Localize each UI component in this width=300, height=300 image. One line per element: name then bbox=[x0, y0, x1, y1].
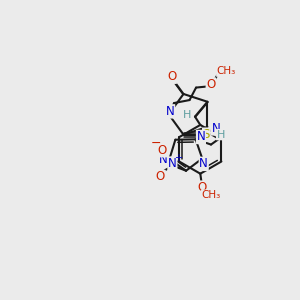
Text: H: H bbox=[182, 110, 191, 120]
Text: N: N bbox=[159, 153, 168, 166]
Text: CH₃: CH₃ bbox=[202, 190, 221, 200]
Text: N: N bbox=[166, 105, 175, 118]
Text: O: O bbox=[167, 70, 176, 83]
Text: CH₃: CH₃ bbox=[217, 66, 236, 76]
Text: S: S bbox=[203, 128, 210, 141]
Text: N: N bbox=[199, 158, 208, 170]
Text: O: O bbox=[206, 78, 216, 91]
Text: O: O bbox=[156, 170, 165, 183]
Text: N: N bbox=[196, 130, 206, 143]
Text: O: O bbox=[197, 181, 206, 194]
Text: +: + bbox=[174, 153, 182, 163]
Text: N: N bbox=[168, 157, 177, 170]
Text: −: − bbox=[151, 137, 161, 150]
Text: N: N bbox=[212, 122, 220, 135]
Text: H: H bbox=[217, 130, 225, 140]
Text: O: O bbox=[157, 144, 167, 157]
